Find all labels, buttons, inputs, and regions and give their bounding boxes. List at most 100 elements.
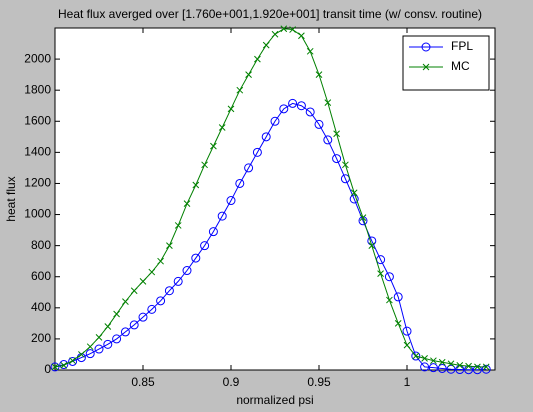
data-point [474,363,481,371]
x-tick-label: 0.95 [307,375,331,389]
data-point [183,200,191,208]
legend-label: FPL [451,39,473,53]
data-point [68,356,78,366]
chart-title: Heat flux averged over [1.760e+001,1.920… [58,7,482,21]
data-point [333,130,340,138]
data-point [359,214,367,222]
data-point [384,272,394,282]
data-point [164,286,174,296]
data-point [208,227,218,237]
data-point [235,178,245,188]
data-point [59,360,69,370]
data-point [403,341,411,349]
data-point [236,86,244,94]
data-point [86,343,94,351]
data-point [120,327,130,337]
data-point [296,101,306,111]
data-point [226,196,236,206]
x-axis-label: normalized psi [236,393,313,407]
data-point [51,363,59,371]
data-point [324,99,332,106]
data-point [78,351,85,358]
data-point [314,119,324,129]
data-point [173,276,183,286]
y-tick-label: 800 [31,238,51,252]
data-point [430,357,437,365]
data-point [113,310,120,318]
data-point [456,361,464,369]
data-point [289,26,296,33]
data-point [261,132,271,142]
data-point [306,47,314,55]
legend-marker [421,42,431,52]
data-point [252,147,262,157]
legend-label: MC [451,59,470,73]
data-point [315,71,323,78]
legend-box [402,35,490,91]
data-point [421,354,428,362]
data-point [481,364,491,374]
data-point [112,334,122,344]
data-point [377,270,384,277]
data-point [210,142,217,150]
data-point [262,41,270,49]
y-tick-label: 2000 [24,51,51,65]
y-tick-label: 200 [31,331,51,345]
data-point [305,107,315,117]
data-point [368,242,376,249]
data-point [437,363,447,373]
data-point [138,312,148,322]
data-point [465,362,472,370]
data-point [280,25,288,33]
data-point [288,98,298,108]
data-point [217,211,227,221]
data-point [279,104,289,114]
data-point [174,222,182,229]
data-point [191,253,201,263]
y-axis-label: heat flux [4,176,18,221]
data-point [349,194,359,204]
y-tick-label: 1800 [24,82,51,96]
data-point [50,362,60,372]
data-point [393,292,403,302]
data-point [103,339,113,349]
data-point [69,357,76,365]
data-point [447,360,455,368]
y-tick-label: 400 [31,300,51,314]
data-point [166,242,173,249]
data-point [386,296,393,304]
data-point [192,181,200,189]
data-point [130,287,138,295]
data-point [139,278,147,285]
data-point [270,116,280,126]
data-point [147,304,157,314]
data-point [148,268,156,276]
data-point [200,241,210,251]
data-point [201,161,208,169]
data-point [412,352,420,360]
data-point [254,55,261,63]
y-tick-label: 1400 [24,145,51,159]
data-point [122,298,129,305]
data-point [85,349,95,359]
y-tick-label: 1200 [24,176,51,190]
data-point [446,364,456,374]
data-point [298,32,305,40]
y-tick-label: 600 [31,269,51,283]
y-tick-label: 1600 [24,113,51,127]
data-point [472,365,482,375]
data-point [129,320,139,330]
data-point [394,320,402,327]
data-point [411,351,421,361]
data-point [218,124,226,131]
y-tick-label: 1000 [24,207,51,221]
data-point [104,323,112,330]
data-point [323,135,333,145]
data-point [95,334,103,341]
data-point [94,344,104,354]
axes-box [54,27,496,371]
data-point [350,189,358,197]
data-point [182,266,192,276]
data-point [342,161,349,169]
